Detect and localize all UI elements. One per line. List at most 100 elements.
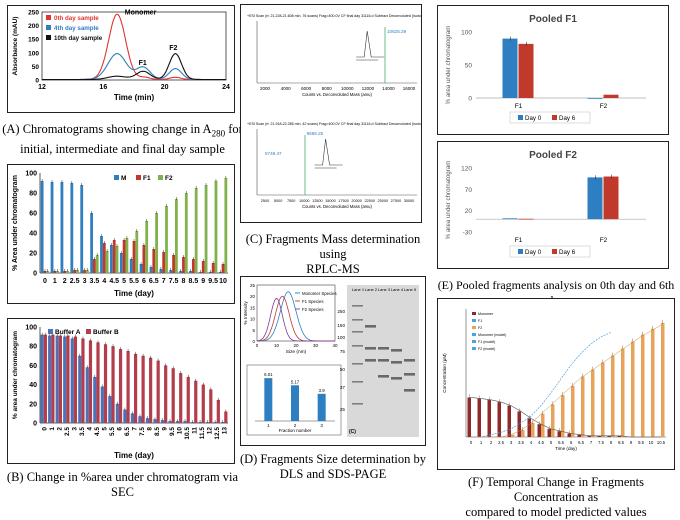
lane-label: Lane 2 — [365, 287, 378, 292]
legend-swatch — [472, 326, 476, 329]
legend-label: Day 0 — [525, 115, 542, 122]
bar — [224, 178, 228, 273]
legend-swatch — [472, 333, 476, 336]
bar — [73, 270, 77, 273]
x-tick-label: 13 — [222, 427, 229, 435]
bar — [165, 206, 168, 273]
bar — [551, 404, 555, 437]
y-axis-label: % Intensity — [243, 301, 249, 325]
bar — [110, 245, 113, 273]
bar — [557, 431, 561, 437]
x-tick-label: 5.5 — [109, 427, 116, 436]
legend-label: F2 — [165, 175, 173, 182]
legend-label: 4th day sample — [54, 25, 99, 32]
y-tick-label: 80 — [29, 191, 37, 198]
gel-band — [352, 331, 363, 333]
x-tick-label: 10000 — [299, 199, 310, 203]
bar — [204, 185, 208, 273]
bar — [76, 270, 79, 273]
legend-label: F2 — [478, 326, 482, 330]
bar — [611, 355, 615, 437]
x-tick-label: 30000 — [404, 199, 415, 203]
bar — [103, 344, 108, 423]
x-tick-label: 4 — [102, 278, 106, 285]
x-tick-label: 5.5 — [558, 440, 564, 445]
caption-f-line1: (F) Temporal Change in Fragments Concent… — [468, 475, 644, 504]
x-tick-label: 7.5 — [169, 278, 179, 285]
y-axis-label: % area under chromatogram — [12, 331, 19, 419]
bar — [138, 416, 142, 423]
x-tick-label: 0 — [470, 440, 473, 445]
x-tick-label: 4.5 — [538, 440, 544, 445]
bar — [211, 263, 215, 273]
legend-label: Monomer Species — [302, 291, 337, 296]
legend-frame — [509, 111, 591, 124]
bar — [541, 413, 545, 437]
bar — [651, 328, 655, 437]
bar — [607, 435, 611, 437]
bar — [78, 355, 82, 423]
bar — [601, 362, 605, 437]
y-tick-label: 100 — [25, 325, 37, 332]
y-axis-label: % area under chromatogram — [445, 161, 452, 240]
bar — [221, 264, 225, 273]
legend-label: F1 Species — [302, 299, 324, 304]
inset-peak — [314, 138, 343, 166]
bar — [477, 398, 481, 437]
bar — [145, 221, 149, 273]
x-axis-label: Time (day) — [114, 451, 154, 460]
x-tick-label: 16000 — [403, 86, 416, 91]
panel-d-dls-sds: 0 5 10 15 20 25 0 10 20 30 40 Size (nm)% Intensity M… — [240, 276, 426, 446]
bar — [122, 240, 126, 273]
gel-band — [365, 347, 376, 350]
bar — [194, 188, 198, 273]
x-tick-label: 9 — [630, 440, 633, 445]
y-tick-label: 20 — [29, 251, 37, 258]
x-tick-label: 10 — [219, 278, 227, 285]
bar — [51, 334, 55, 423]
bar — [90, 213, 94, 273]
bar — [160, 420, 165, 423]
x-axis-label: Counts vs. Deconvoluted Mass (amu) — [302, 204, 372, 209]
caption-a: (A) Chromatograms showing change in A280… — [0, 122, 245, 157]
x-tick-label: 7 — [590, 440, 593, 445]
x-tick-label: 9 — [162, 427, 169, 431]
legend-frame — [509, 245, 591, 258]
legend-label: Day 0 — [525, 249, 542, 256]
bar — [291, 385, 299, 421]
bar — [581, 376, 585, 437]
bar — [511, 434, 515, 437]
x-tick-label: 1 — [267, 423, 270, 428]
y-tick-label: 0 — [33, 271, 37, 278]
panel-e2-pooled-f2: Pooled F2 -30 20 70 120 % area under chromato… — [437, 141, 669, 269]
bar — [85, 270, 89, 273]
bar — [597, 435, 601, 437]
inset-peak — [356, 30, 385, 58]
bar — [172, 255, 175, 273]
bar — [531, 423, 535, 437]
bar — [125, 238, 129, 273]
bar — [587, 177, 603, 220]
y-tick-label: 80 — [29, 344, 37, 351]
x-tick-label: 6 — [142, 278, 146, 285]
y-tick-label: 10 — [250, 317, 256, 322]
bar — [134, 353, 138, 423]
y-tick-label: 100 — [461, 30, 472, 37]
x-tick-label: 6000 — [301, 86, 312, 91]
chart-title: Pooled F1 — [529, 14, 577, 25]
x-tick-label: 12500 — [312, 199, 323, 203]
bar — [497, 402, 501, 437]
gel-band — [352, 305, 363, 307]
x-tick-label: 9.5 — [208, 278, 218, 285]
x-tick-label: 30 — [313, 343, 319, 348]
gel-band — [378, 359, 389, 362]
bar — [527, 418, 531, 437]
bar — [174, 199, 178, 273]
x-tick-label: 11 — [192, 427, 199, 434]
bar — [112, 240, 116, 273]
bar — [502, 38, 518, 98]
gel-band — [352, 403, 363, 405]
legend-label: Day 6 — [559, 249, 576, 256]
y-tick-label: 250 — [28, 10, 39, 17]
